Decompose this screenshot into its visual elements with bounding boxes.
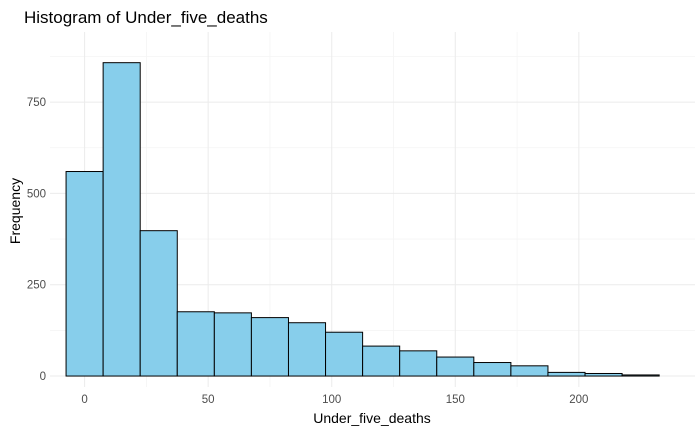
x-tick-label: 200 <box>569 394 588 406</box>
histogram-bar <box>436 356 475 377</box>
histogram-bar <box>250 317 289 377</box>
histogram-bar <box>510 365 549 377</box>
histogram-bar <box>473 362 512 377</box>
x-tick-label: 0 <box>81 394 87 406</box>
x-tick-label: 150 <box>446 394 465 406</box>
y-tick-label: 250 <box>27 280 46 292</box>
x-tick-label: 100 <box>322 394 341 406</box>
histogram-bar <box>213 312 252 377</box>
histogram-bar <box>139 230 178 377</box>
histogram-bar <box>102 62 141 377</box>
y-tick-label: 750 <box>27 97 46 109</box>
histogram-bar <box>65 171 104 377</box>
x-axis-ticks: 0 50 100 150 200 <box>81 394 588 406</box>
histogram-bar <box>362 345 401 377</box>
histogram-bar <box>584 372 623 377</box>
x-tick-label: 50 <box>202 394 215 406</box>
chart-title: Histogram of Under_five_deaths <box>24 8 268 27</box>
y-axis-ticks: 0 250 500 750 <box>27 97 46 383</box>
y-tick-label: 0 <box>40 371 46 383</box>
y-tick-label: 500 <box>27 188 46 200</box>
histogram-bar <box>287 322 327 377</box>
y-axis-title: Frequency <box>7 178 23 244</box>
histogram-bar <box>399 350 438 377</box>
histogram-bar <box>621 374 660 377</box>
x-axis-title: Under_five_deaths <box>313 410 431 426</box>
histogram-bar <box>325 331 364 377</box>
histogram-bar <box>176 311 215 377</box>
histogram-bar <box>547 371 586 377</box>
bars <box>65 62 660 377</box>
